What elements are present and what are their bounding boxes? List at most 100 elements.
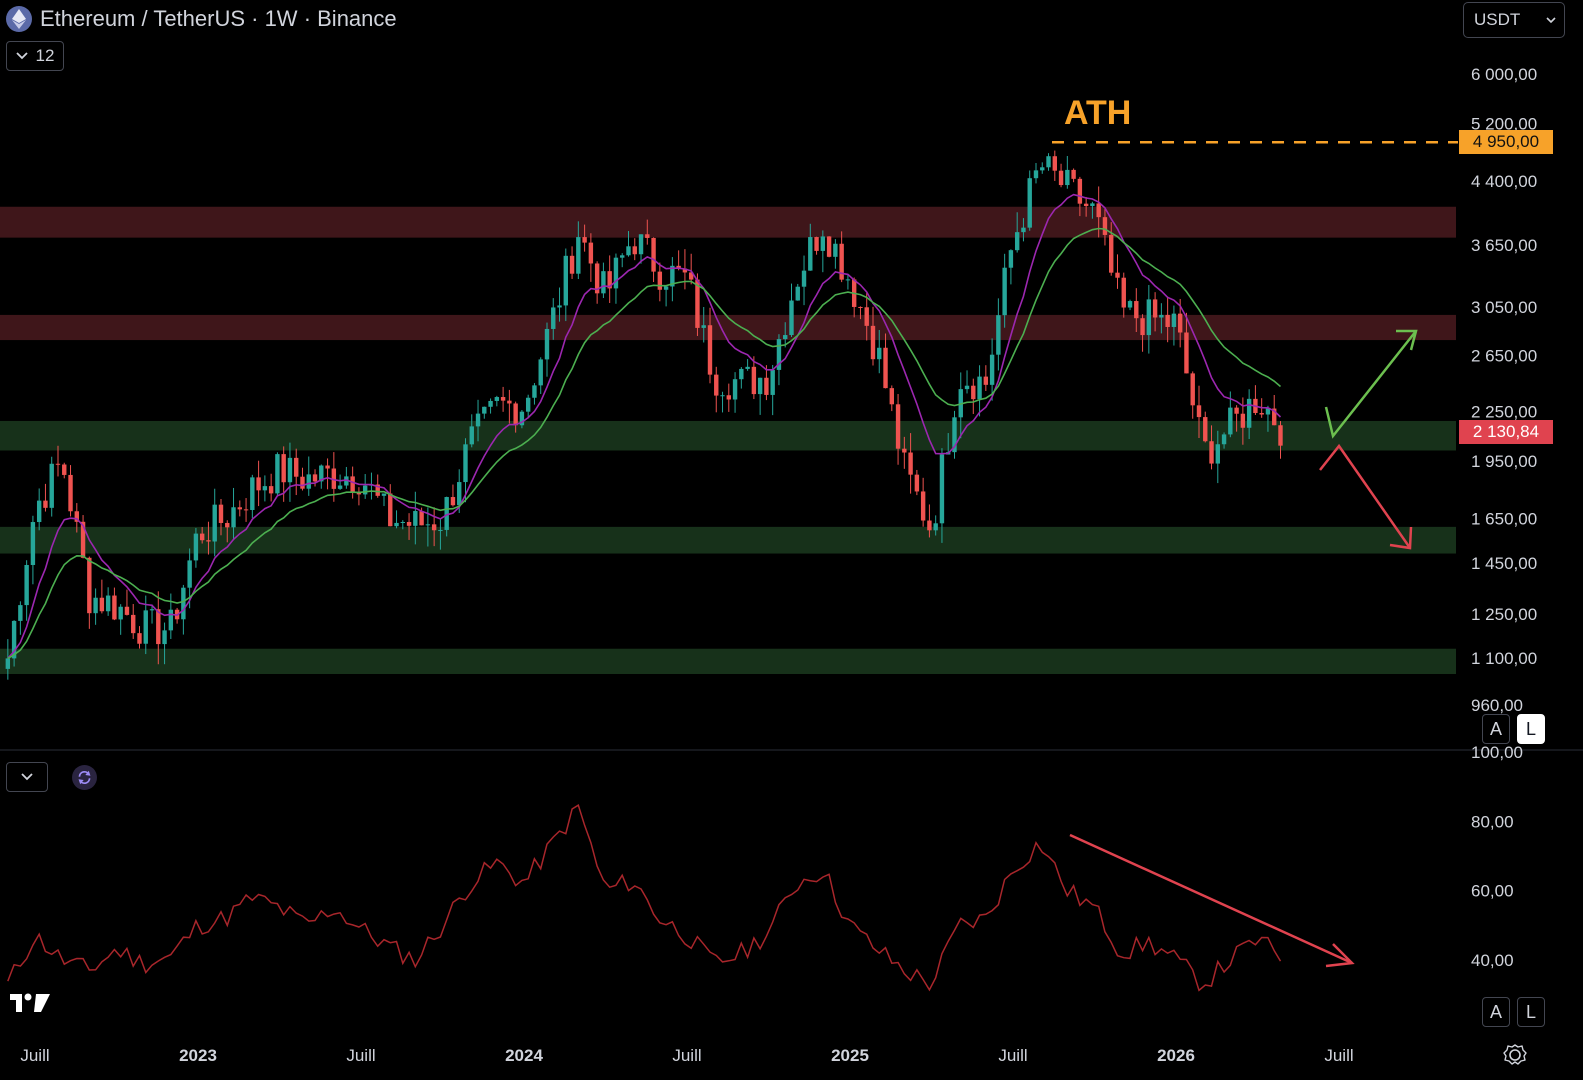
candle-body bbox=[1228, 407, 1233, 435]
chevron-down-icon bbox=[1546, 16, 1556, 23]
candle-body bbox=[500, 397, 506, 401]
resistance-zone bbox=[0, 206, 1456, 238]
candle-body bbox=[933, 523, 938, 531]
time-tick-label: Juill bbox=[998, 1046, 1027, 1065]
rsi-line bbox=[7, 804, 1282, 992]
candle-body bbox=[5, 658, 11, 669]
candle-body bbox=[457, 482, 462, 506]
candle-body bbox=[751, 366, 757, 395]
candle-body bbox=[525, 397, 531, 412]
candle-body bbox=[1046, 156, 1051, 168]
candle-body bbox=[1134, 301, 1139, 319]
candle-body bbox=[312, 474, 318, 482]
overlay-layer: ATH bbox=[1052, 94, 1458, 550]
pane-collapse-button[interactable] bbox=[6, 762, 48, 792]
candle-body bbox=[789, 300, 794, 336]
chevron-down-icon bbox=[21, 773, 33, 781]
candle-body bbox=[74, 511, 79, 522]
auto-scale-button[interactable]: A bbox=[1482, 714, 1510, 744]
last-price-label: 2 130,84 bbox=[1459, 420, 1553, 444]
bearish-arrowhead bbox=[1389, 526, 1413, 550]
candle-body bbox=[450, 497, 456, 506]
sync-button[interactable] bbox=[72, 765, 97, 790]
candle-body bbox=[162, 630, 167, 645]
candle-body bbox=[494, 397, 500, 401]
candle-body bbox=[908, 452, 913, 475]
candle-body bbox=[1090, 203, 1095, 207]
currency-select[interactable]: USDT bbox=[1463, 2, 1565, 38]
indicators-toggle-button[interactable]: 12 bbox=[6, 41, 64, 71]
candle-body bbox=[344, 476, 349, 486]
candle-body bbox=[883, 347, 888, 389]
candle-body bbox=[1278, 425, 1283, 446]
candle-body bbox=[156, 609, 161, 645]
candle-body bbox=[99, 597, 105, 612]
candle-body bbox=[714, 374, 719, 396]
candle-body bbox=[764, 377, 769, 395]
candle-body bbox=[475, 413, 481, 427]
symbol-title-text: Ethereum / TetherUS · 1W · Binance bbox=[40, 6, 397, 31]
candle-body bbox=[55, 463, 61, 465]
candle-body bbox=[920, 491, 926, 521]
candle-body bbox=[256, 477, 261, 491]
candle-body bbox=[400, 521, 405, 523]
candle-body bbox=[726, 395, 731, 400]
support-zone bbox=[0, 648, 1456, 675]
rsi-auto-scale-button[interactable]: A bbox=[1482, 997, 1510, 1027]
candle-body bbox=[118, 606, 123, 620]
candle-body bbox=[701, 325, 706, 328]
candle-body bbox=[1146, 299, 1152, 336]
time-tick-label: Juill bbox=[672, 1046, 701, 1065]
candle-body bbox=[739, 368, 744, 380]
candle-body bbox=[1246, 398, 1252, 428]
candle-body bbox=[939, 454, 945, 524]
rsi-log-scale-button[interactable]: L bbox=[1517, 997, 1545, 1027]
candle-body bbox=[732, 379, 738, 400]
candle-body bbox=[1115, 272, 1120, 278]
candle-body bbox=[626, 246, 631, 256]
time-tick-label: 2025 bbox=[831, 1046, 869, 1065]
candle-body bbox=[645, 234, 650, 238]
candle-body bbox=[262, 486, 268, 491]
candle-body bbox=[24, 564, 29, 606]
rsi-tick-label: 100,00 bbox=[1471, 743, 1523, 762]
candle-body bbox=[30, 522, 36, 565]
price-tick-label: 1 450,00 bbox=[1471, 554, 1537, 573]
rsi-axis: 100,00 80,00 60,00 40,00 bbox=[1471, 743, 1523, 970]
settings-gear-icon[interactable] bbox=[1502, 1042, 1528, 1068]
candle-body bbox=[1272, 408, 1277, 426]
candle-body bbox=[1027, 178, 1032, 228]
bullish-arrowhead bbox=[1396, 329, 1418, 351]
candle-body bbox=[927, 520, 932, 531]
candle-body bbox=[482, 406, 487, 414]
tradingview-logo-icon[interactable] bbox=[10, 990, 58, 1016]
candle-body bbox=[745, 366, 750, 369]
candle-body bbox=[720, 395, 725, 397]
symbol-title[interactable]: Ethereum / TetherUS · 1W · Binance bbox=[6, 4, 397, 34]
candle-body bbox=[206, 540, 211, 542]
candle-body bbox=[964, 385, 970, 390]
candle-body bbox=[381, 493, 387, 496]
candle-body bbox=[783, 335, 788, 340]
candle-body bbox=[18, 605, 23, 621]
candle-body bbox=[801, 270, 807, 287]
indicators-count: 12 bbox=[35, 46, 55, 65]
ema-fast-line bbox=[7, 193, 1282, 659]
rsi-divergence-arrow bbox=[1069, 833, 1353, 965]
candle-body bbox=[557, 305, 562, 308]
candle-body bbox=[168, 609, 174, 631]
log-scale-button[interactable]: L bbox=[1517, 714, 1545, 744]
candle-body bbox=[996, 315, 1001, 355]
price-tick-label: 3 650,00 bbox=[1471, 236, 1537, 255]
candle-body bbox=[544, 328, 550, 360]
candle-body bbox=[1240, 413, 1246, 428]
candle-body bbox=[1165, 314, 1170, 327]
candle-body bbox=[757, 377, 763, 395]
candle-body bbox=[1071, 169, 1076, 179]
candle-body bbox=[300, 476, 305, 489]
candle-body bbox=[889, 388, 894, 405]
candle-body bbox=[143, 610, 148, 644]
candle-body bbox=[337, 485, 343, 489]
